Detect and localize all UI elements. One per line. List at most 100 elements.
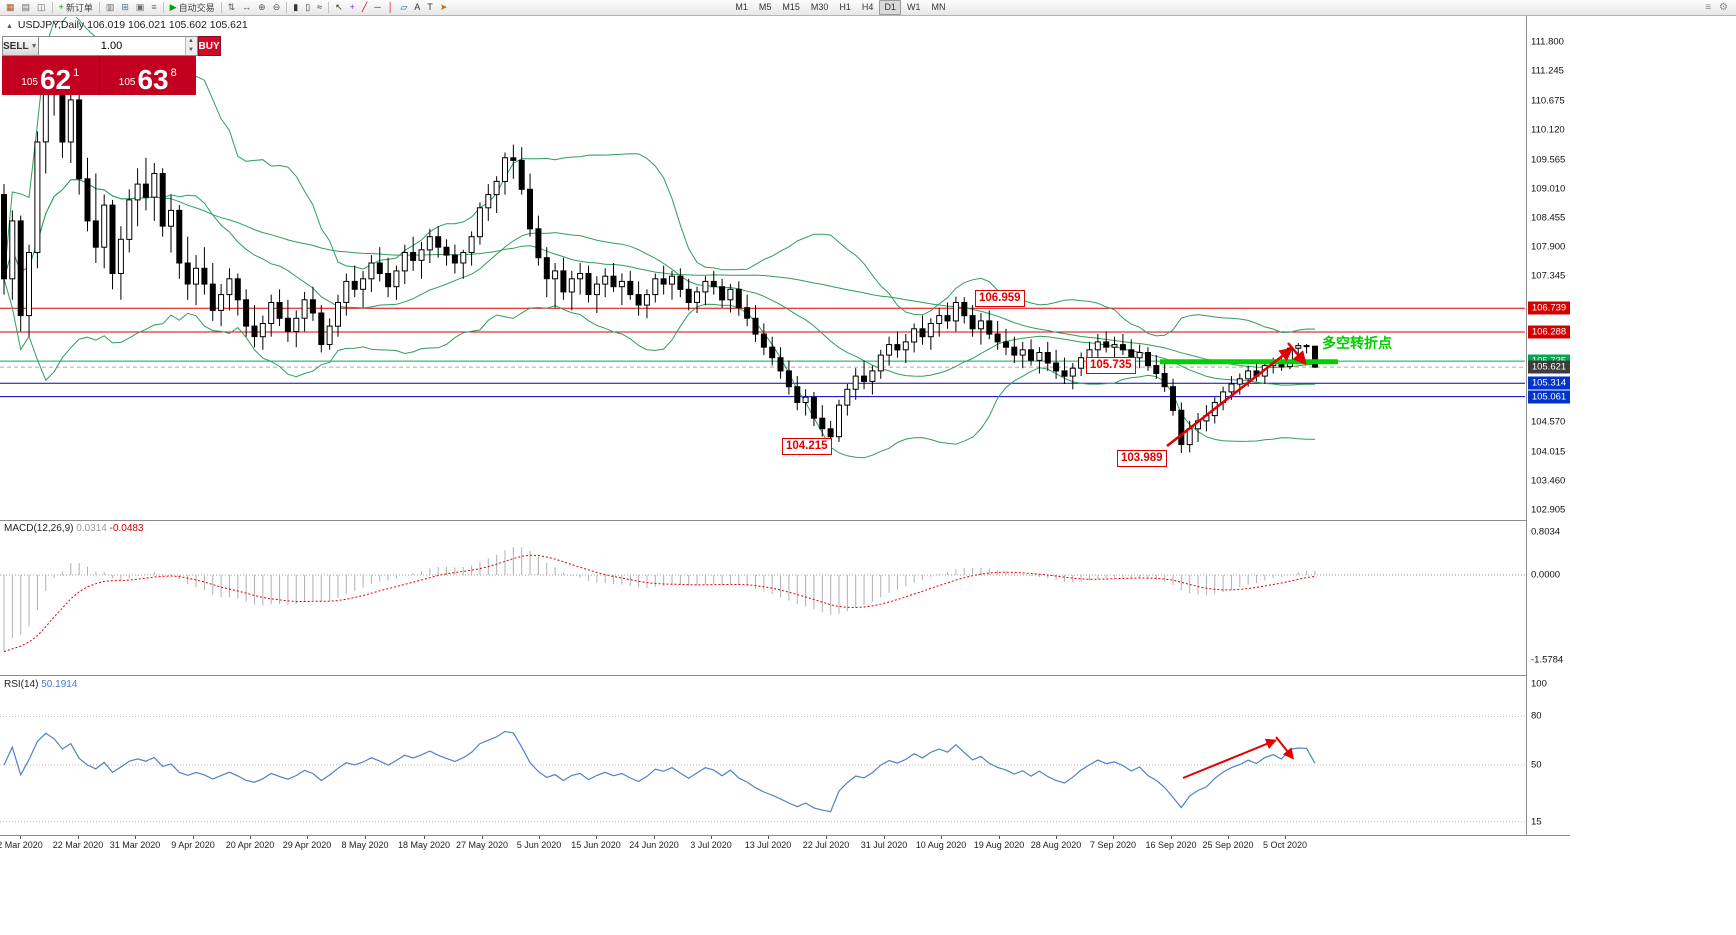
candle-body [26, 252, 32, 317]
candle-body [652, 278, 659, 296]
toolbar-button-▮[interactable]: ▮ [290, 1, 301, 14]
rsi-panel-separator[interactable] [0, 675, 1570, 676]
rsi-axis-value: 15 [1531, 816, 1542, 828]
volume-input[interactable] [38, 37, 185, 55]
timeframe-H1[interactable]: H1 [839, 2, 851, 12]
toolbar-button-▥[interactable]: ▥ [103, 1, 118, 14]
toolbar-button-▤[interactable]: ▤ [19, 1, 34, 14]
candle-body [677, 275, 684, 290]
candle-body [794, 386, 801, 404]
toolbar-button-自动交易[interactable]: ▶ 自动交易 [167, 1, 218, 14]
toolbar-button-+[interactable]: + [347, 1, 358, 14]
candle-body [335, 302, 341, 327]
date-tick [711, 836, 712, 839]
symbol-expand-icon[interactable]: ▲ [6, 23, 13, 30]
date-label: 22 Mar 2020 [52, 840, 104, 850]
macd-name: MACD(12,26,9) [4, 523, 74, 534]
timeframe-MN[interactable]: MN [931, 2, 946, 12]
window-control-icon[interactable]: ≡ [1705, 2, 1712, 13]
toolbar-button-▣[interactable]: ▣ [133, 1, 148, 14]
candle-body [902, 341, 909, 351]
candle-body [67, 99, 74, 143]
toolbar-button-╱[interactable]: ╱ [359, 1, 370, 14]
date-label: 29 Apr 2020 [282, 840, 332, 850]
toolbar-button-≡[interactable]: ≡ [148, 1, 159, 14]
toolbar-icon: ⊞ [121, 2, 129, 12]
toolbar-button-▯[interactable]: ▯ [302, 1, 313, 14]
stepper-down-icon[interactable]: ▼ [185, 46, 197, 55]
price-annotation-105.735[interactable]: 105.735 [1086, 357, 1136, 374]
toolbar-button-T[interactable]: T [424, 1, 436, 14]
candle-body [1111, 344, 1118, 348]
date-label: 9 Apr 2020 [171, 840, 215, 850]
window-control-icon[interactable]: ⚙ [1719, 2, 1728, 13]
date-tick [20, 836, 21, 839]
price-axis[interactable]: 111.800 111.245 110.675 110.120 109.565 109.0… [1526, 16, 1571, 835]
macd-panel-separator[interactable] [0, 520, 1570, 521]
date-tick [768, 836, 769, 839]
price-annotation-106.959[interactable]: 106.959 [975, 290, 1025, 307]
rsi-pane [0, 715, 1525, 823]
sell-price-panel[interactable]: 105 62 1 [2, 56, 100, 95]
toolbar-button-▦[interactable]: ▦ [3, 1, 18, 14]
candle-body [385, 273, 392, 288]
candle-body [1044, 352, 1051, 364]
toolbar-button-新订单[interactable]: + 新订单 [56, 1, 96, 14]
timeframe-M5[interactable]: M5 [758, 2, 772, 12]
toolbar-button-≈[interactable]: ≈ [314, 1, 325, 14]
price-panels: 105 62 1 105 63 8 [2, 56, 196, 95]
candle-body [276, 302, 283, 319]
toolbar-icon: ↖ [335, 2, 343, 12]
candle-body [694, 291, 700, 303]
toolbar-icon: ─ [374, 2, 381, 12]
buy-button[interactable]: BUY [197, 36, 221, 56]
date-axis[interactable]: 2 Mar 2020 22 Mar 2020 31 Mar 2020 9 Apr 20… [0, 836, 1570, 852]
date-label: 31 Jul 2020 [860, 840, 908, 850]
volume-stepper[interactable]: ▲ ▼ [184, 37, 197, 55]
candle-body [610, 275, 617, 288]
price-tick: 110.675 [1531, 95, 1565, 107]
timeframe-W1[interactable]: W1 [906, 2, 921, 12]
timeframe-D1[interactable]: D1 [879, 0, 901, 15]
toolbar-button-│[interactable]: │ [385, 1, 397, 14]
price-tick: 111.800 [1531, 36, 1564, 48]
candle-body [468, 236, 475, 253]
toolbar-button-➤[interactable]: ➤ [437, 1, 451, 14]
candle-body [927, 323, 934, 338]
date-tick [135, 836, 136, 839]
toolbar-button-⊖[interactable]: ⊖ [270, 1, 284, 14]
candle-body [117, 238, 124, 275]
price-tag-105.621: 105.621 [1528, 360, 1570, 374]
toolbar-button-⊞[interactable]: ⊞ [118, 1, 132, 14]
toolbar-button-↔[interactable]: ↔ [239, 1, 254, 14]
chart-canvas[interactable] [0, 0, 1526, 935]
candle-body [1312, 345, 1318, 368]
timeframe-M30[interactable]: M30 [810, 2, 829, 12]
toolbar-button-⇅[interactable]: ⇅ [225, 1, 239, 14]
date-label: 5 Jun 2020 [516, 840, 562, 850]
timeframe-H4[interactable]: H4 [861, 2, 874, 12]
stepper-up-icon[interactable]: ▲ [185, 37, 197, 46]
timeframe-M1[interactable]: M1 [735, 2, 748, 12]
date-label: 20 Apr 2020 [225, 840, 275, 850]
toolbar-button-◫[interactable]: ◫ [34, 1, 49, 14]
date-tick [1228, 836, 1229, 839]
candle-body [685, 288, 692, 303]
toolbar-button-A[interactable]: A [411, 1, 423, 14]
toolbar-button-─[interactable]: ─ [371, 1, 383, 14]
price-annotation-104.215[interactable]: 104.215 [782, 438, 832, 455]
toolbar-button-↖[interactable]: ↖ [332, 1, 346, 14]
candle-body [669, 275, 675, 285]
toolbar-button-⊕[interactable]: ⊕ [255, 1, 269, 14]
candle-body [1078, 357, 1085, 369]
sell-price-pip: 1 [73, 67, 80, 79]
price-tick: 104.570 [1531, 416, 1566, 428]
toolbar-button-▱[interactable]: ▱ [397, 1, 410, 14]
date-label: 28 Aug 2020 [1030, 840, 1082, 850]
buy-price-panel[interactable]: 105 63 8 [100, 56, 197, 95]
timeframe-M15[interactable]: M15 [782, 2, 800, 12]
price-annotation-103.989[interactable]: 103.989 [1117, 450, 1167, 467]
sell-button[interactable]: SELL ▼ [2, 36, 39, 56]
candle-body [852, 375, 859, 390]
macd-signal-line [3, 554, 1316, 653]
